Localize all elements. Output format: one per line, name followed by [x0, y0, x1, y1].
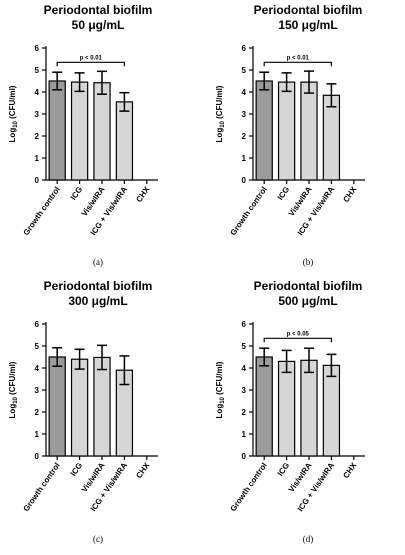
- y-tick-label: 5: [35, 66, 40, 75]
- x-tick-label: CHX: [341, 184, 358, 204]
- y-axis-label: Log10 (CFU/ml): [215, 361, 226, 418]
- y-tick-label: 2: [242, 408, 247, 417]
- y-axis-label-unit: (CFU/ml): [8, 361, 17, 397]
- x-tick-label: Growth control: [229, 185, 269, 237]
- x-tick-label: CHX: [134, 460, 151, 480]
- y-tick-label: 6: [242, 44, 247, 53]
- bar-growth-control: [255, 356, 273, 457]
- bar-vis-wira: [93, 356, 111, 457]
- y-tick-label: 3: [35, 386, 40, 395]
- y-axis-label-main: Log: [215, 404, 224, 419]
- y-axis-label-sub: 10: [220, 120, 226, 127]
- chart-subtitle: 300 μg/mL: [68, 294, 127, 308]
- y-tick-label: 4: [242, 88, 247, 97]
- significance-label: p < 0.01: [287, 55, 310, 61]
- bar-icg: [277, 81, 296, 181]
- bar-growth-control: [48, 80, 66, 181]
- significance-bracket: [263, 61, 332, 67]
- y-tick-label: 6: [35, 320, 40, 329]
- y-axis-label-main: Log: [215, 128, 224, 143]
- significance-bracket: [263, 337, 332, 343]
- bar-icg-vis-wira: [322, 364, 341, 457]
- y-tick-label: 5: [242, 342, 247, 351]
- y-tick-label: 5: [35, 342, 40, 351]
- chart-subtitle: 500 μg/mL: [278, 294, 337, 308]
- y-axis-label-main: Log: [8, 128, 17, 143]
- chart-title: Periodontal biofilm: [254, 3, 363, 17]
- y-axis-label-sub: 10: [220, 396, 226, 403]
- y-axis-label: Log10 (CFU/ml): [8, 85, 19, 142]
- y-tick-label: 5: [242, 66, 247, 75]
- y-axis-label: Log10 (CFU/ml): [215, 85, 226, 142]
- y-tick-label: 6: [242, 320, 247, 329]
- y-tick-label: 6: [35, 44, 40, 53]
- y-tick-label: 4: [35, 88, 40, 97]
- y-tick-label: 3: [242, 110, 247, 119]
- panel-label: (b): [303, 257, 314, 267]
- x-tick-label: ICG: [276, 185, 292, 202]
- y-tick-label: 0: [242, 452, 247, 461]
- bar-icg: [70, 358, 89, 457]
- significance-label: p < 0.05: [287, 331, 310, 337]
- bar-growth-control: [255, 80, 273, 181]
- x-tick-label: ICG: [276, 461, 292, 478]
- y-tick-label: 2: [35, 132, 40, 141]
- y-tick-label: 4: [35, 364, 40, 373]
- y-tick-label: 2: [35, 408, 40, 417]
- x-tick-label: ICG: [69, 185, 85, 202]
- significance-label: p < 0.01: [80, 55, 103, 61]
- y-axis-label-sub: 10: [13, 396, 19, 403]
- y-tick-label: 1: [242, 430, 247, 439]
- bar-icg: [70, 81, 89, 181]
- panel-label: (d): [303, 534, 314, 544]
- bar-icg-vis-wira: [322, 94, 341, 181]
- x-tick-label: Growth control: [22, 461, 62, 513]
- y-axis-label-unit: (CFU/ml): [215, 361, 224, 397]
- y-axis-label-main: Log: [8, 404, 17, 419]
- chart-title: Periodontal biofilm: [44, 3, 153, 17]
- bar-icg: [277, 360, 296, 457]
- x-tick-label: CHX: [341, 460, 358, 480]
- y-tick-label: 4: [242, 364, 247, 373]
- y-axis-label-unit: (CFU/ml): [215, 85, 224, 121]
- bar-vis-wira: [300, 81, 318, 181]
- chart-title: Periodontal biofilm: [44, 279, 153, 293]
- x-tick-label: Growth control: [22, 185, 62, 237]
- significance-bracket: [56, 61, 125, 67]
- bar-vis-wira: [300, 359, 318, 457]
- y-tick-label: 2: [242, 132, 247, 141]
- y-tick-label: 0: [35, 176, 40, 185]
- x-tick-label: ICG: [69, 461, 85, 478]
- x-tick-label: Growth control: [229, 461, 269, 513]
- y-tick-label: 0: [242, 176, 247, 185]
- chart-subtitle: 50 μg/mL: [72, 18, 125, 32]
- y-axis-label-unit: (CFU/ml): [8, 85, 17, 121]
- chart-title: Periodontal biofilm: [254, 279, 363, 293]
- y-tick-label: 1: [35, 430, 40, 439]
- y-axis-label-sub: 10: [13, 120, 19, 127]
- bar-icg-vis-wira: [115, 101, 134, 181]
- y-tick-label: 1: [35, 154, 40, 163]
- panel-label: (c): [93, 534, 103, 544]
- y-tick-label: 3: [242, 386, 247, 395]
- y-axis-label: Log10 (CFU/ml): [8, 361, 19, 418]
- y-tick-label: 0: [35, 452, 40, 461]
- y-tick-label: 3: [35, 110, 40, 119]
- bar-growth-control: [48, 356, 66, 457]
- chart-subtitle: 150 μg/mL: [278, 18, 337, 32]
- y-tick-label: 1: [242, 154, 247, 163]
- bar-vis-wira: [93, 82, 111, 181]
- panel-label: (a): [93, 257, 103, 267]
- x-tick-label: CHX: [134, 184, 151, 204]
